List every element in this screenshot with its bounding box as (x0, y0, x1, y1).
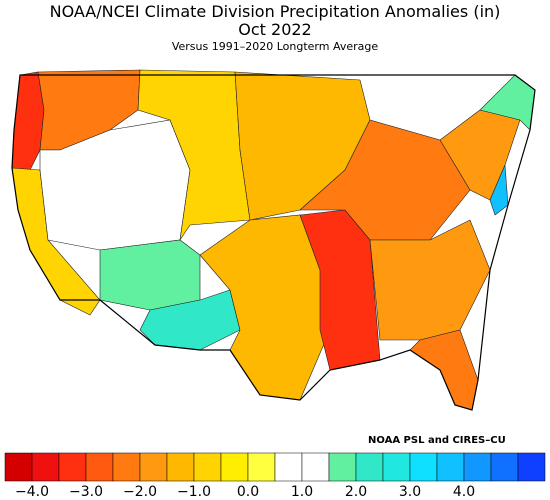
map-region-new-mexico (139, 289, 241, 351)
legend-swatch (139, 452, 168, 482)
legend-swatch (382, 452, 411, 482)
legend-swatch (58, 452, 87, 482)
legend-swatch (301, 452, 330, 482)
map-region-florida (409, 329, 479, 411)
legend-tick-label: 0.0 (236, 484, 260, 500)
legend-tick-label: 3.0 (398, 484, 422, 500)
map-period: Oct 2022 (238, 20, 312, 39)
color-legend (4, 452, 546, 482)
legend-swatch (193, 452, 222, 482)
legend-swatch (463, 452, 492, 482)
legend-tick-label: −4.0 (15, 484, 49, 500)
map-region-pacific-nw-coast (11, 71, 45, 171)
map-region-southeast (369, 219, 491, 341)
legend-swatch (166, 452, 195, 482)
us-precipitation-anomaly-map (11, 69, 536, 411)
map-title: NOAA/NCEI Climate Division Precipitation… (49, 2, 501, 21)
legend-tick-label: 2.0 (344, 484, 368, 500)
legend-swatch (4, 452, 33, 482)
legend-swatch (409, 452, 438, 482)
legend-tick-label: −3.0 (69, 484, 103, 500)
legend-swatch (112, 452, 141, 482)
legend-swatch (436, 452, 465, 482)
legend-tick-label: −1.0 (177, 484, 211, 500)
legend-swatch (274, 452, 303, 482)
legend-swatch (355, 452, 384, 482)
map-subtitle: Versus 1991–2020 Longterm Average (171, 40, 379, 53)
us-outline (11, 74, 536, 411)
credit-text: NOAA PSL and CIRES–CU (368, 435, 506, 446)
legend-tick-label: 1.0 (290, 484, 314, 500)
legend-swatch (490, 452, 519, 482)
legend-swatch (220, 452, 249, 482)
legend-tick-label: 4.0 (452, 484, 476, 500)
legend-swatch (517, 452, 546, 482)
map-region-four-corners (99, 239, 201, 311)
legend-swatch (247, 452, 276, 482)
legend-tick-label: −2.0 (123, 484, 157, 500)
legend-swatch (328, 452, 357, 482)
legend-swatch (31, 452, 60, 482)
legend-swatch (85, 452, 114, 482)
